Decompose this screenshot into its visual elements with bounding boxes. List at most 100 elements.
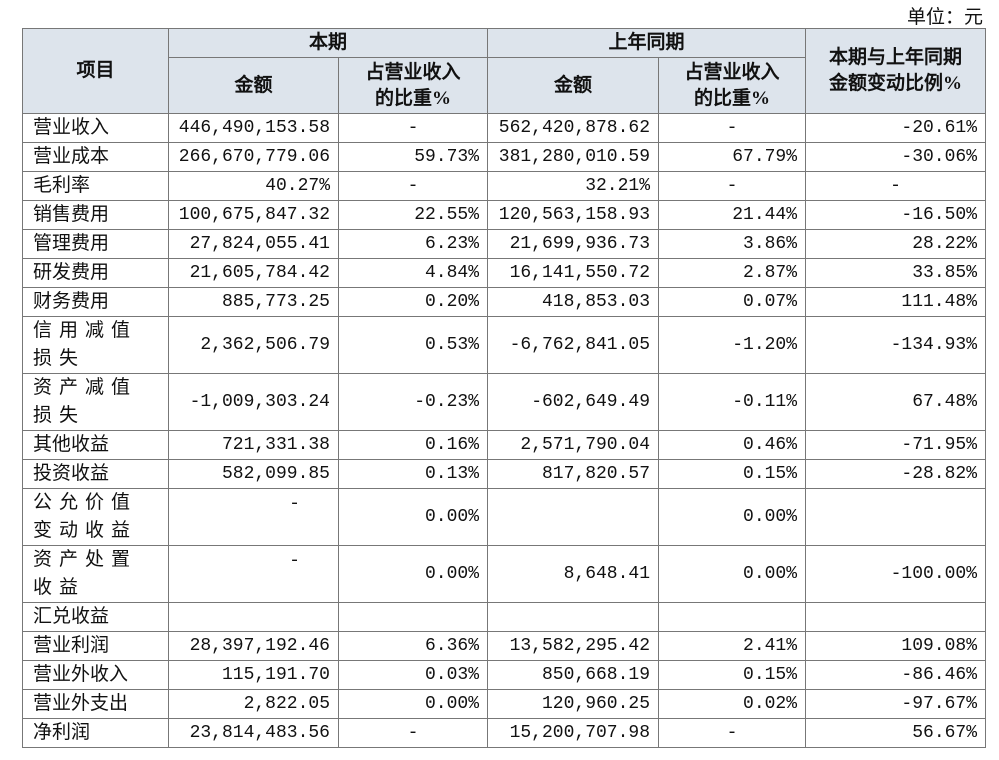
header-line: 占营业收入: [684, 61, 780, 83]
cell: 28.22%: [805, 229, 987, 259]
cell: [168, 602, 339, 632]
cell: 381,280,010.59: [487, 142, 660, 172]
cell: 67.48%: [805, 373, 987, 431]
cell: 0.02%: [658, 689, 807, 719]
cell: 721,331.38: [168, 430, 339, 460]
cell: -16.50%: [805, 200, 987, 230]
cell: [337, 602, 489, 632]
cell: -: [337, 113, 489, 143]
row-label: 资产减值损失: [22, 373, 169, 431]
row-label: 汇兑收益: [22, 602, 169, 632]
cell: -: [658, 171, 807, 201]
cell: 0.53%: [337, 316, 489, 374]
cell: -: [337, 718, 489, 748]
cell: 100,675,847.32: [168, 200, 339, 230]
table-row: 其他收益 721,331.38 0.16% 2,571,790.04 0.46% -71.…: [22, 430, 987, 460]
cell: 16,141,550.72: [487, 258, 660, 288]
cell: 33.85%: [805, 258, 987, 288]
header-line: 占营业收入: [365, 61, 461, 83]
header-share: 占营业收入的比重%: [658, 57, 807, 114]
cell: 0.46%: [658, 430, 807, 460]
unit-label: 单位：元: [906, 7, 983, 28]
cell: -: [168, 545, 339, 603]
cell: -0.23%: [337, 373, 489, 431]
cell: 850,668.19: [487, 660, 660, 690]
header-share: 占营业收入 的比重%: [337, 57, 489, 114]
table-row: 公允价值变动收益 -0.00% 0.00%: [22, 488, 987, 546]
cell: 817,820.57: [487, 459, 660, 489]
header-change: 本期与上年同期 金额变动比例%: [805, 28, 987, 114]
cell: 582,099.85: [168, 459, 339, 489]
header-amount: 金额: [487, 57, 660, 114]
cell: 2.41%: [658, 631, 807, 661]
cell: -: [658, 113, 807, 143]
cell: 2.87%: [658, 258, 807, 288]
cell: -: [658, 718, 807, 748]
cell: 23,814,483.56: [168, 718, 339, 748]
cell: 446,490,153.58: [168, 113, 339, 143]
row-label: 净利润: [22, 718, 169, 748]
cell: 111.48%: [805, 287, 987, 317]
header-amount: 金额: [168, 57, 339, 114]
cell: -86.46%: [805, 660, 987, 690]
row-label: 销售费用: [22, 200, 169, 230]
row-label: 营业利润: [22, 631, 169, 661]
cell: 67.79%: [658, 142, 807, 172]
row-label: 财务费用: [22, 287, 169, 317]
cell: 15,200,707.98: [487, 718, 660, 748]
cell: 562,420,878.62: [487, 113, 660, 143]
cell: -20.61%: [805, 113, 987, 143]
cell: 6.23%: [337, 229, 489, 259]
cell: 0.15%: [658, 660, 807, 690]
cell: -100.00%: [805, 545, 987, 603]
table-row: 财务费用 885,773.25 0.20% 418,853.03 0.07% 111.48…: [22, 287, 987, 317]
cell: 27,824,055.41: [168, 229, 339, 259]
cell: 21,605,784.42: [168, 258, 339, 288]
cell: 0.16%: [337, 430, 489, 460]
cell: 0.20%: [337, 287, 489, 317]
row-label: 管理费用: [22, 229, 169, 259]
cell: 56.67%: [805, 718, 987, 748]
header-current: 本期: [167, 28, 489, 58]
cell: 0.07%: [658, 287, 807, 317]
row-label: 投资收益: [22, 459, 169, 489]
cell: 59.73%: [337, 142, 489, 172]
cell: 22.55%: [337, 200, 489, 230]
table-row: 营业收入 446,490,153.58-562,420,878.62- -20.61…: [22, 113, 987, 143]
table-row: 营业外收入 115,191.70 0.03% 850,668.19 0.15% -86.4…: [22, 660, 987, 690]
cell: 266,670,779.06: [168, 142, 339, 172]
cell: 21.44%: [658, 200, 807, 230]
table-row: 净利润 23,814,483.56-15,200,707.98-56.67%: [22, 718, 987, 748]
cell: 0.15%: [658, 459, 807, 489]
header-line: 本期与上年同期: [829, 47, 963, 68]
table-body: 营业收入 446,490,153.58-562,420,878.62- -20.61…: [22, 113, 987, 748]
table-row: 投资收益 582,099.85 0.13% 817,820.57 0.15% -28.82…: [22, 459, 987, 489]
cell: 885,773.25: [168, 287, 339, 317]
row-label: 公允价值变动收益: [22, 488, 169, 546]
cell: -6,762,841.05: [487, 316, 660, 374]
cell: -134.93%: [805, 316, 987, 374]
income-table: 项目 本期 上年同期 本期与上年同期 金额变动比例% 金额 占营业收入 的比重% 金…: [22, 28, 987, 748]
cell: 0.00%: [658, 545, 807, 603]
cell: 2,362,506.79: [168, 316, 339, 374]
cell: -71.95%: [805, 430, 987, 460]
header-line: 的比重%: [694, 87, 771, 109]
row-label: 其他收益: [22, 430, 169, 460]
cell: -0.11%: [658, 373, 807, 431]
table-row: 汇兑收益: [22, 602, 987, 632]
cell: 0.13%: [337, 459, 489, 489]
cell: 0.00%: [337, 488, 489, 546]
table-row: 资产处置收益 -0.00% 8,648.41 0.00% -100.00%: [22, 545, 987, 603]
cell: [805, 488, 987, 546]
cell: -1.20%: [658, 316, 807, 374]
cell: 40.27%: [168, 171, 339, 201]
table-row: 信用减值损失 2,362,506.79 0.53% -6,762,841.05 -1.2…: [22, 316, 987, 374]
cell: 115,191.70: [168, 660, 339, 690]
cell: 0.00%: [337, 689, 489, 719]
cell: -1,009,303.24: [168, 373, 339, 431]
cell: -: [805, 171, 987, 201]
cell: 418,853.03: [487, 287, 660, 317]
cell: 0.03%: [337, 660, 489, 690]
table-row: 资产减值损失 -1,009,303.24 -0.23% -602,649.49 -0.1…: [22, 373, 987, 431]
